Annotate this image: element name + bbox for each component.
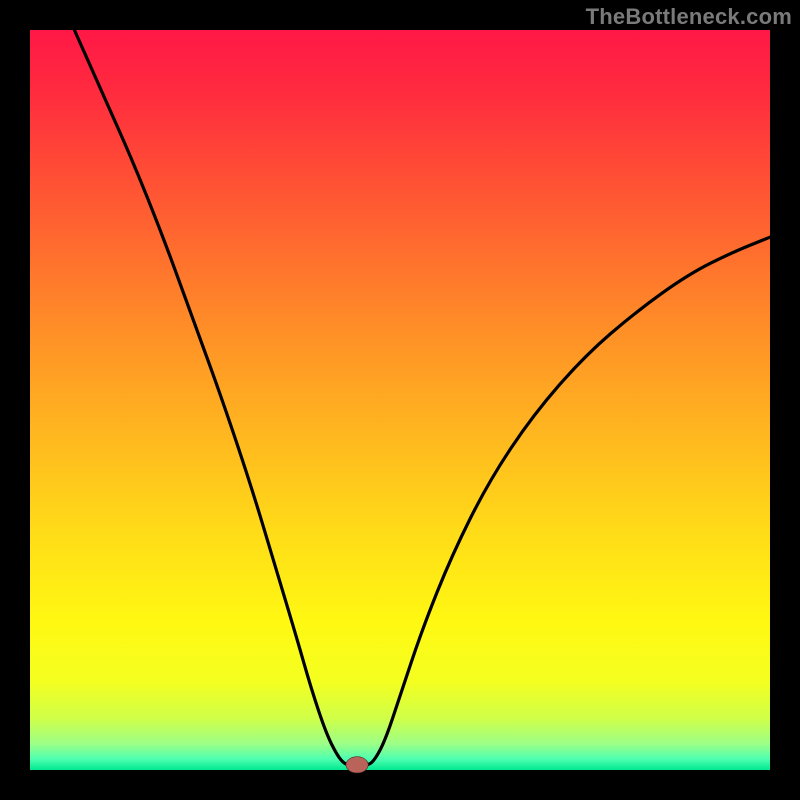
- watermark-text: TheBottleneck.com: [586, 4, 792, 30]
- optimal-point-marker: [346, 757, 368, 773]
- bottleneck-chart: [0, 0, 800, 800]
- chart-container: TheBottleneck.com: [0, 0, 800, 800]
- plot-gradient-background: [30, 30, 770, 770]
